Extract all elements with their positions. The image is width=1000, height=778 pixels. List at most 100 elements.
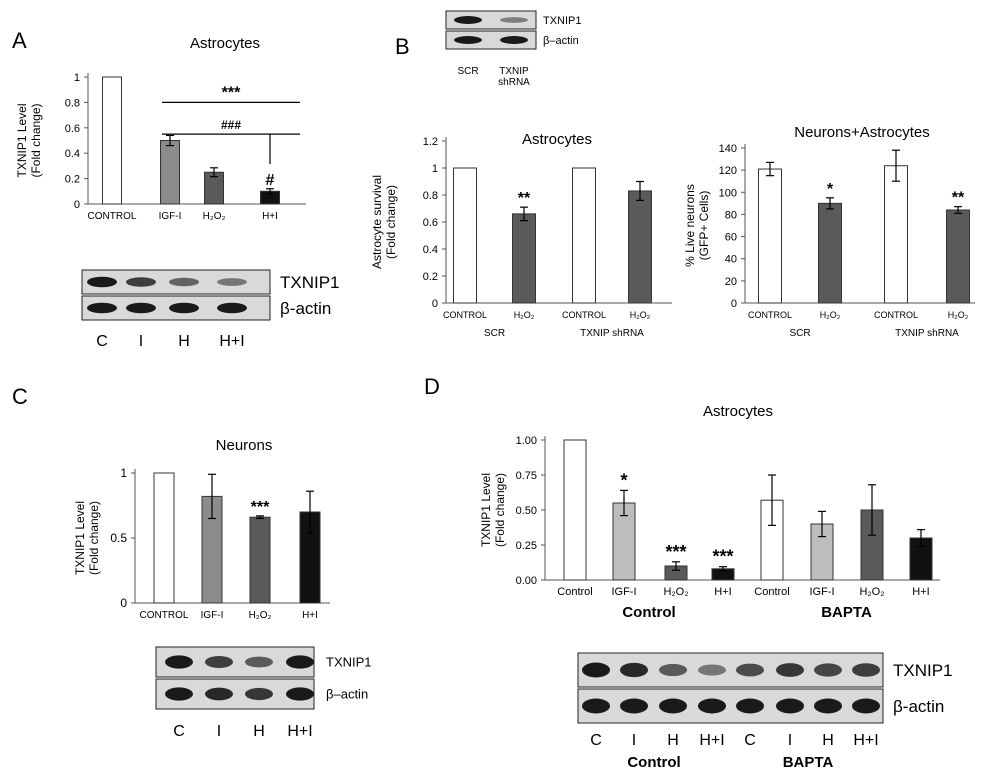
blot-band-label: β–actin	[543, 35, 579, 47]
blot-band	[776, 663, 804, 677]
significance-mark: *	[827, 181, 834, 198]
blot-lane-label: I	[632, 732, 636, 749]
bar	[512, 213, 536, 304]
category-label: H₂O₂	[630, 310, 651, 320]
blot-band	[698, 698, 726, 714]
category-label: CONTROL	[140, 610, 189, 621]
bar	[884, 165, 908, 304]
category-label: CONTROL	[88, 211, 137, 222]
y-tick-label: 0.8	[65, 97, 80, 109]
blot-band-label: TXNIP1	[543, 15, 582, 27]
blot-group-label: Control	[627, 754, 680, 771]
western-blot-d: TXNIP1 β-actin C I H H+I C I H H+I Control BAPTA	[577, 652, 953, 771]
bar	[160, 140, 180, 205]
blot-strip	[445, 30, 537, 50]
western-blot-b: TXNIP1 β–actin SCR TXNIP shRNA	[445, 10, 582, 88]
blot-band	[169, 302, 199, 314]
chart-title: Astrocytes	[190, 35, 260, 52]
blot-lane-label: SCR	[457, 66, 478, 77]
y-tick-label: 0.8	[423, 190, 438, 202]
blot-band	[165, 687, 193, 701]
blot-band	[245, 656, 273, 668]
chart-title: Astrocytes	[703, 403, 773, 420]
y-tick-label: 0.4	[65, 148, 80, 160]
blot-lane-label-part: shRNA	[498, 77, 530, 88]
y-axis-label: TXNIP1 Level	[15, 103, 29, 177]
y-tick-label: 1	[74, 72, 80, 84]
bar	[453, 167, 477, 304]
significance-mark: *	[620, 470, 627, 490]
y-tick-label: 1.2	[423, 136, 438, 148]
blot-band	[454, 36, 482, 44]
bar	[102, 76, 122, 205]
category-label: H₂O₂	[203, 211, 226, 222]
category-label: CONTROL	[748, 310, 792, 320]
blot-lane-label: H	[253, 723, 265, 740]
blot-band	[814, 663, 842, 677]
category-label: Control	[754, 586, 789, 598]
y-tick-label: 0.50	[516, 505, 537, 517]
y-tick-label: 0.75	[516, 470, 537, 482]
bar	[563, 439, 587, 581]
chart-title: Astrocytes	[522, 131, 592, 148]
panel-letter-c: C	[12, 384, 28, 409]
category-label: H₂O₂	[663, 586, 688, 598]
blot-band-label: β-actin	[280, 299, 331, 318]
category-label: CONTROL	[874, 310, 918, 320]
blot-band	[620, 662, 648, 678]
significance-mark: #	[266, 172, 275, 189]
bar	[572, 167, 596, 304]
blot-band-label: TXNIP1	[893, 661, 953, 680]
blot-band	[852, 698, 880, 714]
chart-b2: Neurons+Astrocytes % Live neurons (GFP+ Ce…	[683, 124, 975, 339]
blot-lane-label: C	[590, 732, 602, 749]
blot-band-label: β-actin	[893, 697, 944, 716]
y-tick-label: 20	[725, 276, 737, 288]
category-label: H₂O₂	[948, 310, 969, 320]
category-label: IGF-I	[159, 211, 182, 222]
category-label: IGF-I	[201, 610, 224, 621]
blot-band	[659, 663, 687, 677]
blot-lane-label: H	[178, 333, 190, 350]
blot-band	[454, 16, 482, 24]
western-blot-c: TXNIP1 β–actin C I H H+I	[155, 646, 372, 740]
blot-band	[620, 698, 648, 714]
bar	[153, 472, 175, 604]
category-label: H+I	[262, 211, 278, 222]
category-label: H+I	[302, 610, 318, 621]
blot-band	[169, 277, 199, 287]
blot-band	[500, 36, 528, 44]
y-axis-label: TXNIP1 Level	[73, 501, 87, 575]
blot-lane-label: C	[96, 333, 108, 350]
category-label: Control	[557, 586, 592, 598]
blot-band	[245, 687, 273, 701]
group-label: BAPTA	[821, 604, 872, 621]
blot-band	[736, 663, 764, 677]
y-tick-label: 120	[719, 165, 737, 177]
chart-b: Astrocytes Astrocyte survival (Fold change…	[370, 131, 672, 339]
y-tick-label: 0.6	[423, 217, 438, 229]
y-tick-label: 60	[725, 232, 737, 244]
blot-band-label: TXNIP1	[326, 655, 372, 670]
y-tick-label: 0	[120, 596, 127, 610]
y-axis-label: % Live neurons	[683, 184, 697, 267]
y-axis-label: TXNIP1 Level	[479, 473, 493, 547]
blot-lane-label: H+I	[287, 723, 312, 740]
category-label: H₂O₂	[249, 610, 272, 621]
blot-lane-label: C	[744, 732, 756, 749]
y-tick-label: 0.5	[110, 531, 127, 545]
blot-band	[217, 278, 247, 286]
comparison-label: ***	[222, 84, 241, 101]
blot-lane-label: TXNIP shRNA	[498, 66, 530, 88]
bar	[628, 190, 652, 304]
y-tick-label: 0	[432, 298, 438, 310]
blot-lane-label: H	[667, 732, 679, 749]
blot-band	[814, 698, 842, 714]
y-tick-label: 1	[120, 466, 127, 480]
blot-band	[286, 687, 314, 701]
blot-band	[698, 664, 726, 676]
panel-letter-d: D	[424, 374, 440, 399]
category-label: H₂O₂	[859, 586, 884, 598]
